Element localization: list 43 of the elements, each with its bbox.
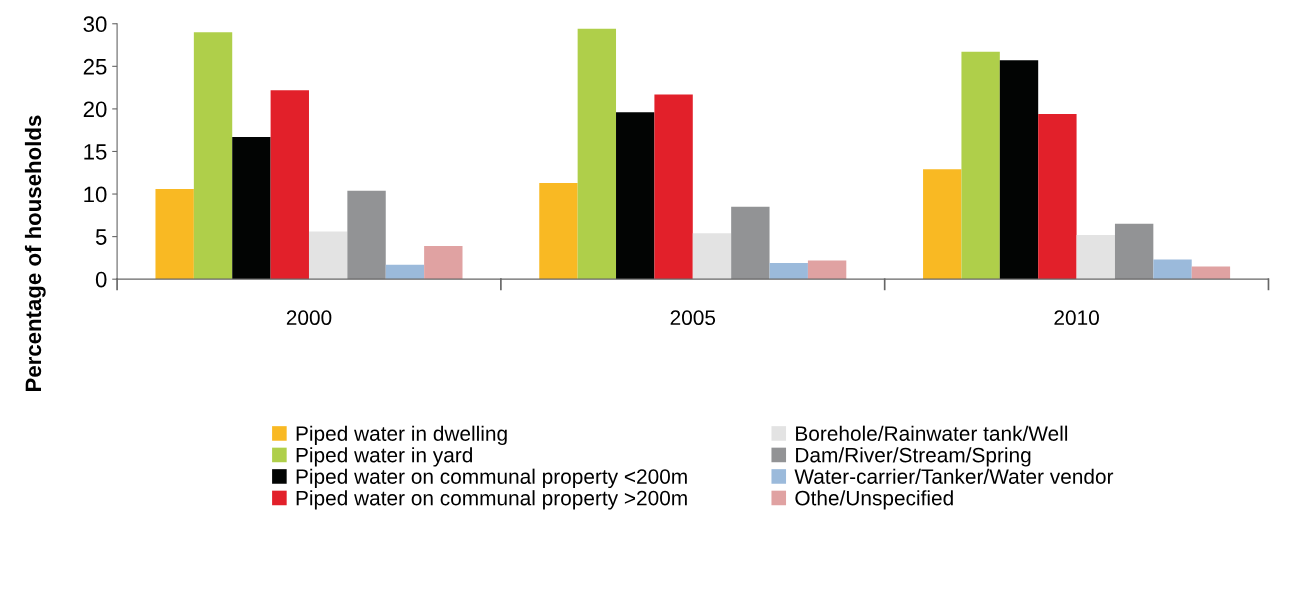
bar [308,231,348,280]
bar [385,264,425,280]
bar [270,90,309,280]
x-tick-label: 2005 [670,310,716,326]
bar [1114,223,1154,280]
bar [692,233,732,280]
bar [1038,114,1077,280]
bar [155,188,194,280]
bar [731,206,770,280]
x-tick-label: 2010 [1054,310,1099,326]
legend-label: Piped water in dwelling [296,425,507,446]
x-tick-label: 2000 [286,310,332,326]
legend-label: Piped water on communal property >200m [296,490,687,510]
bar [616,112,655,280]
legend-label: Piped water on communal property <200m [296,468,687,489]
bar [193,32,233,280]
legend-label: Piped water in yard [296,447,472,467]
legend-label: Water-carrier/Tanker/Water vendor [794,468,1114,484]
y-tick-label: 25 [83,58,107,75]
bar [807,260,847,280]
bar [577,28,617,280]
bar [1153,259,1192,280]
y-tick-label: 30 [83,16,107,33]
bar [923,169,962,280]
y-tick-label: 5 [95,229,107,245]
bar [654,94,693,280]
y-tick-label: 20 [83,101,107,118]
bar [1076,234,1115,280]
y-axis-title: Percentage of households [24,115,46,392]
y-tick-label: 15 [84,144,107,160]
y-tick-label: 0 [95,271,107,288]
y-tick-label: 10 [84,186,107,203]
bar [424,245,463,280]
bar [1191,266,1231,280]
legend-label: Borehole/Rainwater tank/Well [796,425,1068,441]
bar [347,190,386,280]
bar [961,51,1000,280]
bar [232,137,271,280]
legend-label: Dam/River/Stream/Spring [796,447,1031,467]
bar [999,60,1039,280]
legend-label: Othe/Unspecified [795,490,953,510]
bar [769,263,808,280]
bar [539,182,578,280]
